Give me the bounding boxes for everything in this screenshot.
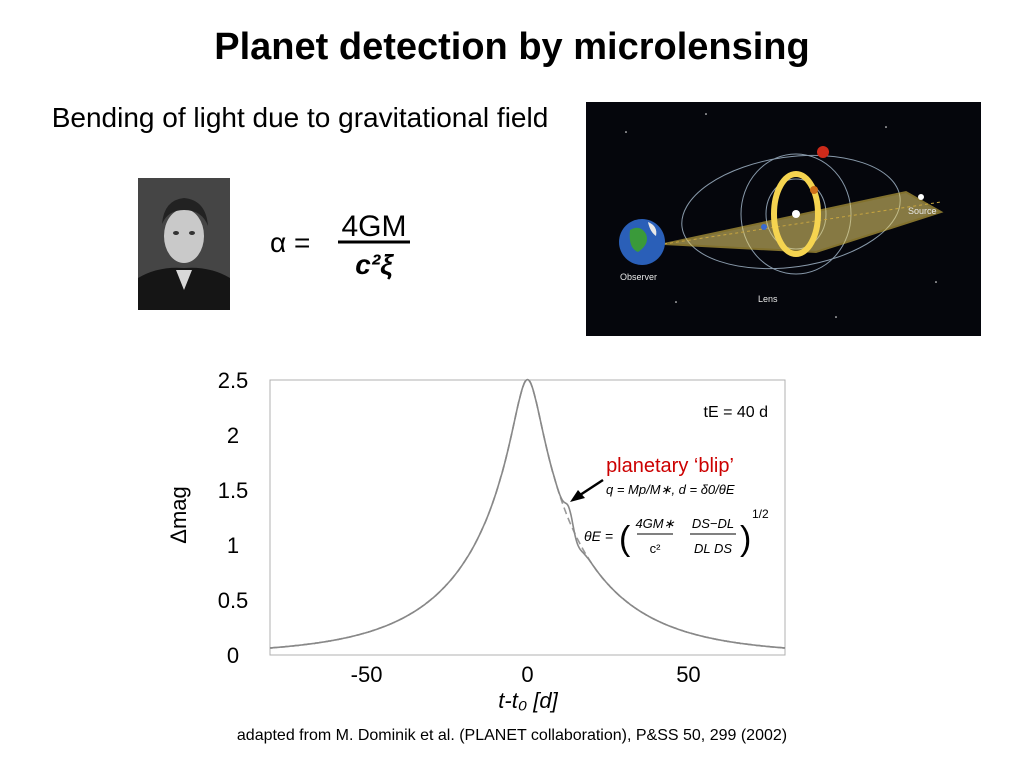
x-tick-label: -50 — [351, 662, 383, 687]
x-tick-label: 0 — [521, 662, 533, 687]
thetaE-num1: 4GM∗ — [635, 516, 674, 531]
planet-blue-icon — [761, 224, 767, 230]
x-tick-label: 50 — [676, 662, 700, 687]
y-tick-label: 2.5 — [218, 368, 249, 393]
formula-denominator: c²ξ — [355, 249, 394, 280]
thetaE-den1: c² — [650, 541, 662, 556]
thetaE-exponent: 1/2 — [752, 507, 769, 521]
y-tick-label: 1.5 — [218, 478, 249, 503]
formula-numerator: 4GM — [341, 210, 406, 243]
planet-red-icon — [817, 146, 829, 158]
planet-orange-icon — [810, 186, 818, 194]
thetaE-close-paren: ) — [740, 520, 751, 558]
slide-subtitle: Bending of light due to gravitational fi… — [51, 102, 549, 133]
annotation-tE: tE = 40 d — [704, 404, 769, 421]
diagram-source-label: Source — [908, 206, 937, 216]
source-star-icon — [918, 194, 924, 200]
thetaE-open-paren: ( — [619, 520, 631, 558]
x-axis-ticks: -50 0 50 — [351, 662, 701, 687]
light-beam — [663, 190, 944, 254]
diagram-lens-label: Lens — [758, 294, 778, 304]
credit-line: adapted from M. Dominik et al. (PLANET c… — [236, 727, 788, 744]
thetaE-den2: DL DS — [694, 541, 732, 556]
lightcurve-chart: 0 0.5 1 1.5 2 2.5 -50 0 50 Δmag t-t₀ [d] tE = 4… — [0, 360, 1024, 768]
annotation-blip: planetary ‘blip’ — [606, 455, 734, 477]
y-axis-ticks: 0 0.5 1 1.5 2 2.5 — [218, 368, 249, 668]
thetaE-num2: DS−DL — [692, 516, 734, 531]
series-with-planet-line — [269, 378, 786, 649]
slide-title: Planet detection by microlensing — [214, 26, 810, 68]
lens-star-icon — [792, 210, 800, 218]
deflection-formula: α = 4GM c²ξ — [268, 204, 428, 284]
thetaE-lhs: θE = — [584, 528, 613, 544]
einstein-ring — [771, 171, 821, 257]
diagram-observer-label: Observer — [620, 272, 657, 282]
y-axis-label: Δmag — [166, 486, 191, 544]
x-axis-label: t-t₀ [d] — [498, 688, 558, 713]
y-tick-label: 0 — [227, 643, 239, 668]
annotation-q: q = Mp/M∗, d = δ0/θE — [606, 482, 735, 497]
y-tick-label: 0.5 — [218, 588, 249, 613]
blip-arrow-head — [570, 490, 585, 502]
einstein-portrait — [138, 178, 230, 310]
y-tick-label: 2 — [227, 423, 239, 448]
formula-lhs: α = — [270, 227, 310, 258]
microlensing-diagram: Source Observer Lens — [586, 102, 981, 336]
y-tick-label: 1 — [227, 533, 239, 558]
